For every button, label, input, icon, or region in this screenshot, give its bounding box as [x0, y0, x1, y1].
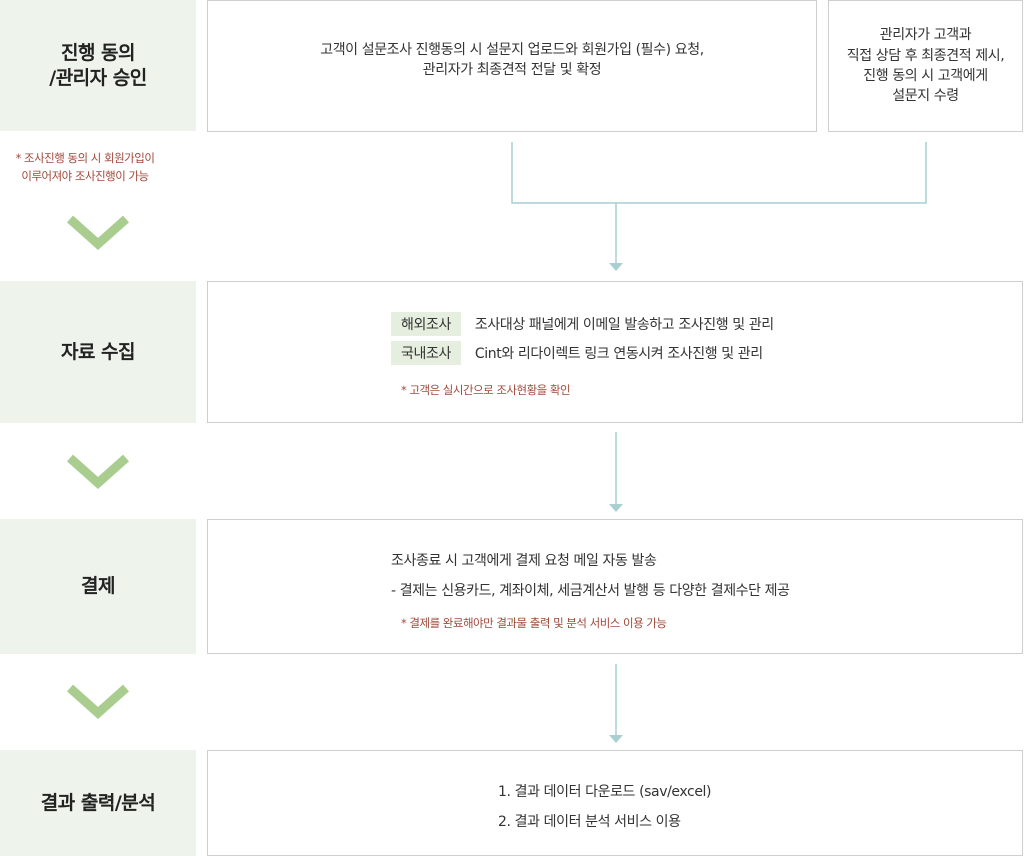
overseas-survey-row: 해외조사 조사대상 패널에게 이메일 발송하고 조사진행 및 관리 — [391, 312, 774, 336]
stage-label-payment: 결제 — [0, 519, 196, 654]
approval-note: * 조사진행 동의 시 회원가입이 이루어져야 조사진행이 가능 — [15, 151, 155, 183]
domestic-survey-tag: 국내조사 — [391, 341, 461, 365]
domestic-survey-text: Cint와 리다이렉트 링크 연동시켜 조사진행 및 관리 — [474, 346, 763, 362]
chevron-down-icon — [67, 454, 129, 490]
approval-side-box: 관리자가 고객과 직접 상담 후 최종견적 제시, 진행 동의 시 고객에게 설… — [828, 0, 1023, 132]
arrow-head-3 — [609, 735, 623, 743]
chevron-down-icon — [67, 684, 129, 720]
payment-line-1: 조사종료 시 고객에게 결제 요청 메일 자동 발송 — [391, 553, 657, 569]
merge-connector — [511, 142, 927, 264]
overseas-survey-text: 조사대상 패널에게 이메일 발송하고 조사진행 및 관리 — [474, 317, 774, 333]
stage-label-data-collection: 자료 수집 — [0, 281, 196, 423]
overseas-survey-tag: 해외조사 — [391, 312, 461, 336]
payment-line-2: - 결제는 신용카드, 계좌이체, 세금계산서 발행 등 다양한 결제수단 제공 — [391, 583, 790, 599]
stage-label-approval: 진행 동의 /관리자 승인 — [0, 0, 196, 131]
chevron-down-icon — [67, 215, 129, 251]
result-analysis-box: 1. 결과 데이터 다운로드 (sav/excel) 2. 결과 데이터 분석 … — [207, 750, 1023, 856]
data-collection-box: 해외조사 조사대상 패널에게 이메일 발송하고 조사진행 및 관리 국내조사 C… — [207, 281, 1023, 423]
arrow-head-1 — [609, 263, 623, 271]
arrow-head-2 — [609, 504, 623, 512]
payment-note: * 결제를 완료해야만 결과물 출력 및 분석 서비스 이용 가능 — [401, 616, 667, 630]
approval-main-box: 고객이 설문조사 진행동의 시 설문지 업로드와 회원가입 (필수) 요청, 관… — [207, 0, 817, 132]
result-line-1: 1. 결과 데이터 다운로드 (sav/excel) — [498, 784, 712, 800]
result-line-2: 2. 결과 데이터 분석 서비스 이용 — [498, 814, 681, 830]
data-collection-note: * 고객은 실시간으로 조사현황을 확인 — [401, 383, 571, 397]
domestic-survey-row: 국내조사 Cint와 리다이렉트 링크 연동시켜 조사진행 및 관리 — [391, 341, 763, 365]
stage-label-result-analysis: 결과 출력/분석 — [0, 750, 196, 856]
payment-box: 조사종료 시 고객에게 결제 요청 메일 자동 발송 - 결제는 신용카드, 계… — [207, 519, 1023, 654]
